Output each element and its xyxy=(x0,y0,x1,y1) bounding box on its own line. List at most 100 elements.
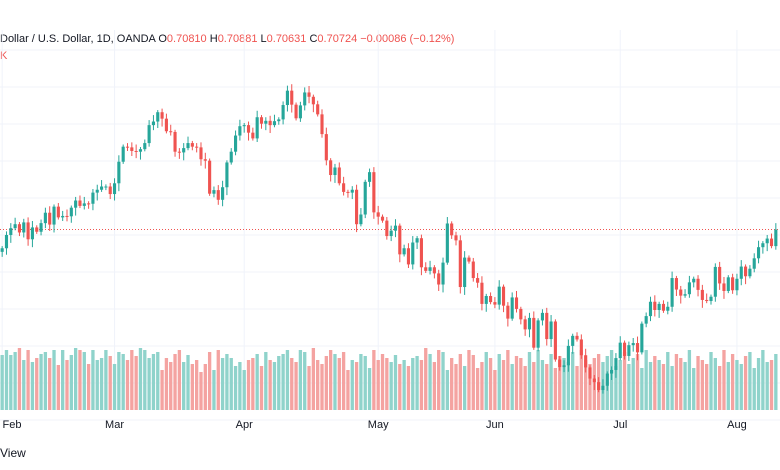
candle-body xyxy=(272,121,277,126)
symbol-title: Dollar / U.S. Dollar, 1D, OANDA xyxy=(0,33,156,45)
volume-bar xyxy=(138,348,143,410)
candle-body xyxy=(363,181,367,215)
candle-body xyxy=(333,167,337,176)
volume-bar xyxy=(635,354,640,410)
candle-body xyxy=(471,261,475,279)
volume-bar xyxy=(195,360,199,410)
volume-bar xyxy=(756,358,761,410)
indicator-label: K xyxy=(0,50,8,62)
candle-body xyxy=(558,359,562,368)
candle-body xyxy=(592,378,596,383)
candle-body xyxy=(484,296,488,304)
volume-bar xyxy=(471,355,475,410)
candle-body xyxy=(713,266,717,297)
volume-bar xyxy=(670,366,674,410)
volume-bar xyxy=(588,364,592,410)
high-value: 0.70881 xyxy=(217,33,258,45)
volume-bar xyxy=(39,354,43,410)
volume-bar xyxy=(78,350,82,410)
candle-body xyxy=(610,369,614,374)
volume-bar xyxy=(562,358,566,410)
candle-body xyxy=(726,277,730,291)
volume-bar xyxy=(506,350,510,410)
candle-body xyxy=(177,151,181,153)
candle-body xyxy=(635,343,640,353)
volume-bar xyxy=(458,354,462,410)
candle-body xyxy=(87,203,91,205)
candle-body xyxy=(17,224,22,233)
candle-body xyxy=(398,225,402,255)
candle-body xyxy=(48,212,52,225)
volume-bar xyxy=(151,354,156,410)
candle-body xyxy=(562,365,566,368)
volume-bar xyxy=(285,350,290,410)
volume-bar xyxy=(415,356,419,410)
volume-bar xyxy=(290,358,294,410)
candle-body xyxy=(514,297,519,309)
candle-body xyxy=(208,160,212,194)
volume-bar xyxy=(259,366,264,410)
volume-bar xyxy=(320,364,324,410)
footer-link[interactable]: View xyxy=(0,446,26,460)
volume-bar xyxy=(774,354,778,410)
candle-body xyxy=(696,278,700,290)
candle-body xyxy=(307,92,311,97)
candle-body xyxy=(540,312,544,321)
candle-body xyxy=(259,117,264,124)
volume-bar xyxy=(207,352,212,410)
volume-bar xyxy=(372,350,376,410)
candle-body xyxy=(450,223,454,236)
x-tick-label: Jun xyxy=(486,419,504,431)
candle-body xyxy=(95,189,99,193)
candle-body xyxy=(493,302,497,305)
candle-body xyxy=(56,206,60,218)
volume-bar xyxy=(527,352,532,410)
candle-body xyxy=(644,316,648,324)
candle-body xyxy=(195,146,199,148)
volume-bar xyxy=(229,358,233,410)
volume-bar xyxy=(272,362,277,410)
candle-body xyxy=(497,286,501,305)
candle-body xyxy=(117,161,121,184)
candle-body xyxy=(108,186,112,195)
volume-bar xyxy=(445,370,450,410)
candle-body xyxy=(756,247,761,259)
volume-bar xyxy=(169,362,173,410)
candle-body xyxy=(640,323,644,353)
candle-body xyxy=(311,96,315,105)
candle-body xyxy=(748,268,752,277)
candle-body xyxy=(761,243,765,248)
candle-body xyxy=(458,240,462,288)
candle-body xyxy=(692,278,696,283)
candle-body xyxy=(718,266,722,284)
candle-body xyxy=(130,147,134,151)
candle-body xyxy=(316,104,320,115)
candle-body xyxy=(687,282,691,295)
volume-bar xyxy=(255,354,259,410)
candle-body xyxy=(566,345,570,366)
candle-body xyxy=(367,172,372,182)
volume-bar xyxy=(432,362,437,410)
candle-body xyxy=(653,301,657,310)
candle-body xyxy=(674,278,678,290)
candle-body xyxy=(104,186,108,188)
volume-bar xyxy=(333,354,337,410)
candle-body xyxy=(212,190,216,194)
candle-body xyxy=(169,131,173,133)
candle-body xyxy=(251,132,255,139)
candle-body xyxy=(112,183,117,195)
volume-bar xyxy=(411,358,415,410)
volume-bar xyxy=(437,350,441,410)
volume-bar xyxy=(147,358,151,410)
volume-bars xyxy=(0,348,778,410)
volume-bar xyxy=(558,356,562,410)
candle-body xyxy=(229,151,233,163)
volume-bar xyxy=(683,362,687,410)
candle-body xyxy=(121,146,125,162)
candle-body xyxy=(298,105,302,119)
volume-bar xyxy=(450,358,454,410)
volume-bar xyxy=(584,360,588,410)
candle-body xyxy=(376,212,380,217)
volume-bar xyxy=(717,366,722,410)
